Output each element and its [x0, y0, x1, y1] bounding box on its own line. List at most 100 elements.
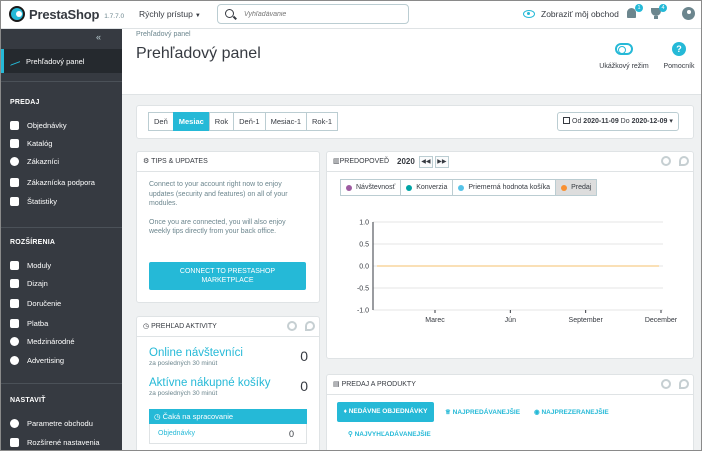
truck-icon: [10, 299, 19, 308]
sidebar-item-label: Medzinárodné: [27, 337, 75, 346]
forecast-chart: 1.0 0.5 0.0 -0.5 -1.0 Marec Jún September Decemb…: [357, 220, 678, 325]
refresh-icon[interactable]: [679, 379, 689, 389]
refresh-icon[interactable]: [305, 321, 315, 331]
period-prev-month-button[interactable]: Mesiac-1: [264, 112, 308, 131]
legend-average-cart[interactable]: Priemerná hodnota košíka: [452, 179, 557, 196]
sidebar-item-advanced-parameters[interactable]: Rozšírené nastavenia: [10, 438, 100, 447]
collapse-sidebar-icon[interactable]: «: [96, 32, 102, 42]
next-year-button[interactable]: ▶▶: [434, 155, 449, 168]
sidebar-item-dashboard[interactable]: Prehľadový panel: [1, 49, 122, 73]
sidebar-item-orders[interactable]: Objednávky: [10, 121, 67, 130]
view-shop-link[interactable]: Zobraziť môj obchod: [523, 9, 619, 19]
sidebar-item-label: Dizajn: [27, 279, 48, 288]
refresh-icon[interactable]: [679, 156, 689, 166]
notifications-button[interactable]: 1: [625, 4, 643, 21]
tab-best-sellers[interactable]: ♕ NAJPREDÁVANEJŠIE: [445, 408, 520, 416]
desktop-icon: [10, 279, 19, 288]
legend-label: Priemerná hodnota košíka: [468, 184, 551, 191]
tab-top-searches[interactable]: ⚲ NAJVYHĽADÁVANEJŠIE: [348, 430, 431, 438]
legend-conversion[interactable]: Konverzia: [400, 179, 454, 196]
x-tick-label: December: [645, 317, 678, 324]
tab-recent-orders[interactable]: ♦ NEDÁVNE OBJEDNÁVKY: [337, 402, 434, 422]
version-label: 1.7.7.0: [104, 12, 125, 20]
y-tick-label: -0.5: [357, 286, 369, 293]
y-tick-label: 0.5: [359, 242, 369, 249]
account-circle-icon: [10, 157, 19, 166]
panel-header: ◷ PREHĽAD AKTIVITY: [137, 317, 319, 337]
period-prev-day-button[interactable]: Deň-1: [233, 112, 266, 131]
quick-access-label: Rýchly prístup: [139, 9, 193, 19]
breadcrumb[interactable]: Prehľadový panel: [136, 31, 191, 38]
legend-dot: [458, 184, 465, 191]
search-box[interactable]: [217, 4, 409, 24]
panel-header: ▤ PREDAJ A PRODUKTY: [327, 375, 693, 395]
panel-title: PREDOPOVEĎ: [339, 157, 390, 165]
tab-label: NAJPREZERANEJŠIE: [541, 409, 609, 416]
period-prev-year-button[interactable]: Rok-1: [306, 112, 339, 131]
sidebar-item-stats[interactable]: Štatistiky: [10, 197, 57, 206]
configure-icon[interactable]: [661, 156, 671, 166]
x-tick-label: September: [569, 317, 604, 324]
legend-traffic[interactable]: Návštevnosť: [340, 179, 402, 196]
advertising-icon: [10, 356, 19, 365]
panel-header: ⚙ TIPS & UPDATES: [137, 152, 319, 172]
online-visitors-row: Online návštevníci za posledných 30 minú…: [149, 347, 308, 367]
logo-text: PrestaShop: [29, 6, 100, 22]
configure-icon[interactable]: [287, 321, 297, 331]
sidebar-item-label: Objednávky: [27, 121, 67, 130]
sidebar-item-shipping[interactable]: Doručenie: [10, 299, 61, 308]
x-tick-label: Jún: [505, 317, 516, 324]
sidebar-item-design[interactable]: Dizajn: [10, 279, 48, 288]
date-to-value: 2020-12-09: [631, 118, 668, 125]
tips-text: Once you are connected, you will also en…: [149, 218, 286, 236]
period-day-button[interactable]: Deň: [148, 112, 174, 131]
forecast-year: 2020: [397, 156, 415, 166]
quick-access-dropdown[interactable]: Rýchly prístup ▼: [139, 9, 201, 19]
help-label: Pomocník: [663, 63, 695, 70]
active-carts-label[interactable]: Aktívne nákupné košíky: [149, 377, 271, 389]
demo-mode-toggle[interactable]: Ukážkový režim: [594, 39, 654, 70]
sidebar-item-customer-service[interactable]: Zákaznícka podpora: [10, 178, 95, 187]
date-range-picker[interactable]: Od 2020-11-09 Do 2020-12-09 ▾: [557, 112, 679, 131]
period-year-button[interactable]: Rok: [208, 112, 235, 131]
sidebar-item-label: Platba: [27, 319, 49, 328]
main-content: Prehľadový panel Prehľadový panel Ukážko…: [122, 29, 701, 450]
sidebar-item-modules[interactable]: Moduly: [10, 261, 51, 270]
sidebar-section-extend: ROZŠÍRENIA: [10, 239, 56, 246]
sidebar-item-advertising[interactable]: Advertising: [10, 356, 64, 365]
help-icon: ?: [672, 42, 686, 56]
pending-orders-value: 0: [288, 429, 294, 439]
configure-icon[interactable]: [661, 379, 671, 389]
sidebar-item-payment[interactable]: Platba: [10, 319, 48, 328]
previous-year-button[interactable]: ◀◀: [418, 155, 433, 168]
employee-menu-button[interactable]: [682, 7, 696, 21]
sidebar-item-international[interactable]: Medzinárodné: [10, 337, 75, 346]
legend-sales[interactable]: Predaj: [555, 179, 598, 196]
sidebar-section-configure: NASTAVIŤ: [10, 397, 46, 404]
connect-marketplace-button[interactable]: CONNECT TO PRESTASHOP MARKETPLACE: [149, 262, 306, 290]
sidebar-item-shop-parameters[interactable]: Parametre obchodu: [10, 419, 93, 428]
prestashop-logo[interactable]: PrestaShop 1.7.7.0: [9, 6, 124, 22]
settings-icon: [10, 419, 19, 428]
sidebar-item-catalog[interactable]: Katalóg: [10, 139, 52, 148]
panel-title: TIPS & UPDATES: [151, 158, 208, 165]
online-visitors-label[interactable]: Online návštevníci: [149, 347, 243, 359]
sidebar-item-label: Doručenie: [27, 299, 62, 308]
trophy-icon: [651, 8, 661, 16]
tab-most-viewed[interactable]: ◉ NAJPREZERANEJŠIE: [534, 408, 609, 416]
search-input[interactable]: [244, 8, 404, 21]
legend-dot: [561, 184, 568, 191]
help-button[interactable]: ? Pomocník: [659, 39, 699, 70]
pending-orders-row[interactable]: Objednávky 0: [149, 424, 307, 444]
date-from-label: Od: [572, 118, 582, 125]
legend-label: Návštevnosť: [356, 184, 396, 191]
achievements-badge: 4: [659, 4, 667, 12]
achievements-button[interactable]: 4: [649, 4, 667, 21]
toggle-icon: [615, 43, 633, 55]
chart-legend: Návštevnosť Konverzia Priemerná hodnota …: [340, 179, 598, 196]
sidebar-item-customers[interactable]: Zákazníci: [10, 157, 59, 166]
period-month-button[interactable]: Mesiac: [172, 112, 210, 131]
sidebar-divider: [1, 81, 122, 82]
sidebar-item-label: Zákazníci: [27, 157, 60, 166]
x-tick-label: Marec: [425, 317, 445, 324]
